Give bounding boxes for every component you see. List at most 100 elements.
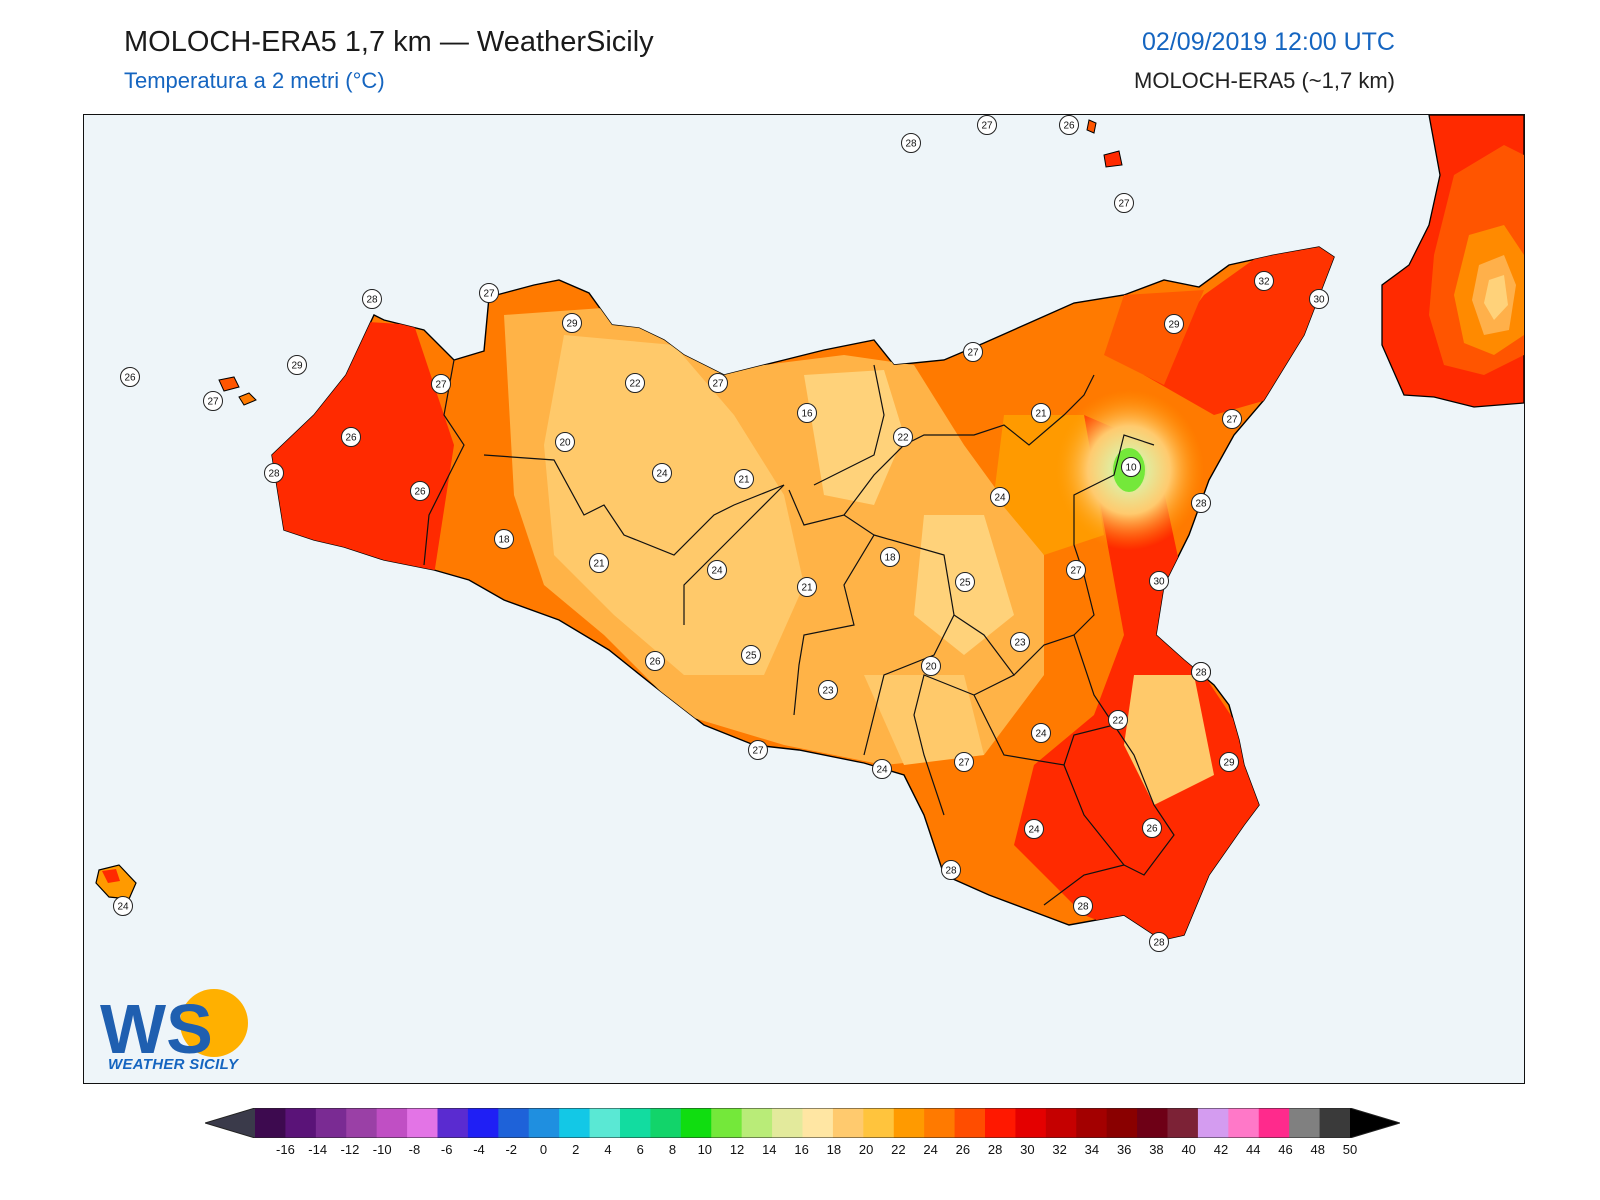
temperature-station-label: 27 [431, 374, 451, 394]
colorbar-tick-label: 38 [1149, 1142, 1164, 1157]
temperature-station-label: 24 [872, 759, 892, 779]
temperature-station-label: 24 [990, 487, 1010, 507]
colorbar-segment [741, 1108, 773, 1138]
temperature-station-label: 28 [901, 133, 921, 153]
svg-text:21: 21 [801, 583, 813, 594]
colorbar-segment [650, 1108, 682, 1138]
temperature-station-label: 29 [1164, 314, 1184, 334]
colorbar-segment [1015, 1108, 1047, 1138]
colorbar-segment [285, 1108, 317, 1138]
svg-text:22: 22 [1112, 716, 1124, 727]
colorbar-tick-label: 40 [1181, 1142, 1196, 1157]
temperature-station-label: 32 [1254, 271, 1274, 291]
colorbar-min-extend [205, 1108, 255, 1138]
svg-text:28: 28 [1153, 938, 1165, 949]
colorbar-tick-label: 0 [539, 1142, 548, 1157]
svg-text:28: 28 [1195, 668, 1207, 679]
svg-text:28: 28 [945, 866, 957, 877]
svg-text:24: 24 [994, 493, 1006, 504]
colorbar-tick-label: -14 [308, 1142, 328, 1157]
svg-text:25: 25 [745, 651, 757, 662]
svg-text:24: 24 [1035, 729, 1047, 740]
svg-text:24: 24 [656, 469, 668, 480]
svg-text:24: 24 [1028, 825, 1040, 836]
colorbar-segment [680, 1108, 712, 1138]
temperature-station-label: 23 [1010, 632, 1030, 652]
province-boundaries [423, 359, 1175, 906]
svg-text:26: 26 [1146, 824, 1158, 835]
colorbar-tick-label: -12 [340, 1142, 360, 1157]
temperature-station-label: 28 [941, 860, 961, 880]
colorbar-segment [498, 1108, 530, 1138]
colorbar-segment [620, 1108, 651, 1138]
svg-text:27: 27 [1118, 199, 1130, 210]
temperature-station-label: 27 [748, 740, 768, 760]
colorbar-tick-label: 6 [636, 1142, 644, 1157]
temperature-station-label: 28 [1073, 896, 1093, 916]
colorbar-tick-label: -16 [276, 1142, 295, 1157]
temperature-station-label: 27 [1114, 193, 1134, 213]
temperature-station-label: 22 [893, 427, 913, 447]
egadi-islands [218, 376, 240, 392]
temperature-station-label: 27 [1066, 560, 1086, 580]
colorbar-tick-label: -4 [473, 1142, 485, 1157]
colorbar-tick-label: 26 [955, 1142, 971, 1157]
colorbar-tick-label: 44 [1245, 1142, 1261, 1157]
temperature-station-label: 22 [1108, 710, 1128, 730]
svg-text:26: 26 [345, 433, 357, 444]
svg-text:26: 26 [649, 657, 661, 668]
colorbar-segment [346, 1108, 378, 1138]
colorbar-segment [1228, 1108, 1260, 1138]
colorbar-tick-label: 16 [794, 1142, 809, 1157]
svg-text:27: 27 [483, 289, 495, 300]
colorbar-tick-label: 18 [826, 1142, 842, 1157]
colorbar-tick-label: 12 [729, 1142, 745, 1157]
colorbar-tick-label: 50 [1342, 1142, 1358, 1157]
svg-text:24: 24 [117, 902, 129, 913]
svg-text:28: 28 [268, 469, 280, 480]
colorbar-tick-label: 46 [1278, 1142, 1293, 1157]
temperature-station-label: 27 [479, 283, 499, 303]
colorbar-segment [1076, 1108, 1108, 1138]
colorbar-tick-label: 36 [1116, 1142, 1132, 1157]
temperature-station-label: 30 [1149, 571, 1169, 591]
colorbar-segment [589, 1108, 621, 1138]
colorbar-segment [1045, 1108, 1077, 1138]
temperature-station-label: 24 [113, 896, 133, 916]
svg-text:27: 27 [207, 397, 219, 408]
temperature-station-label: 21 [1031, 403, 1051, 423]
temperature-station-label: 21 [797, 577, 817, 597]
temperature-station-label: 10 [1121, 457, 1141, 477]
svg-text:23: 23 [1014, 638, 1026, 649]
colorbar-tick-label: 14 [762, 1142, 777, 1157]
colorbar-segment [1319, 1108, 1351, 1138]
temperature-station-label: 27 [963, 342, 983, 362]
colorbar-tick-label: -8 [408, 1142, 421, 1157]
svg-text:30: 30 [1313, 295, 1325, 306]
colorbar-segment [1197, 1108, 1229, 1138]
temperature-station-label: 24 [1031, 723, 1051, 743]
svg-text:22: 22 [897, 433, 909, 444]
colorbar-tick-label: 28 [987, 1142, 1003, 1157]
colorbar-tick-label: -2 [505, 1142, 518, 1157]
svg-text:27: 27 [981, 121, 993, 132]
colorbar-segment [924, 1108, 956, 1138]
colorbar-segment [863, 1108, 895, 1138]
svg-text:27: 27 [752, 746, 764, 757]
svg-text:29: 29 [1223, 758, 1235, 769]
colorbar-tick-label: 10 [697, 1142, 713, 1157]
colorbar-tick-label: 34 [1084, 1142, 1100, 1157]
svg-text:21: 21 [738, 475, 750, 486]
temperature-station-label: 27 [203, 391, 223, 411]
temperature-station-label: 26 [120, 367, 140, 387]
svg-text:18: 18 [884, 553, 896, 564]
colorbar-segment [1106, 1108, 1138, 1138]
temperature-station-label: 24 [1024, 819, 1044, 839]
temperature-station-label: 26 [341, 427, 361, 447]
svg-text:24: 24 [876, 765, 888, 776]
svg-text:28: 28 [1195, 499, 1207, 510]
temperature-map: 28 27 26 27 32 30 28 27 29 26 29 27 27 26 29 27 22 27 28 20… [83, 114, 1525, 1084]
colorbar-tick-label: 32 [1052, 1142, 1067, 1157]
forecast-datetime: 02/09/2019 12:00 UTC [1142, 28, 1395, 56]
temperature-station-label: 29 [1219, 752, 1239, 772]
